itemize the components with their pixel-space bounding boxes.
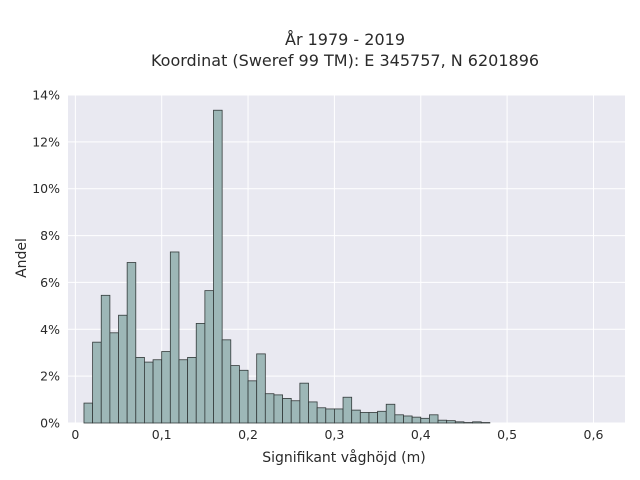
histogram-bar xyxy=(325,408,335,424)
histogram-bar xyxy=(377,410,387,424)
y-tick-label: 14% xyxy=(32,88,60,103)
histogram-bar xyxy=(247,380,258,424)
histogram-bar xyxy=(256,353,266,424)
histogram-bar xyxy=(239,369,249,424)
histogram-bar xyxy=(273,394,283,424)
bars xyxy=(83,109,491,424)
histogram-bar xyxy=(264,393,275,424)
y-tick-label: 8% xyxy=(40,228,60,243)
histogram-bar xyxy=(334,408,344,424)
histogram-bar xyxy=(282,397,292,424)
chart-title-line2: Koordinat (Sweref 99 TM): E 345757, N 62… xyxy=(151,51,539,70)
histogram-bar xyxy=(187,356,197,424)
y-tick-label: 4% xyxy=(40,322,60,337)
y-tick-label: 12% xyxy=(32,134,60,149)
x-tick-label: 0,1 xyxy=(152,427,172,442)
histogram-bar xyxy=(299,382,309,424)
x-tick-label: 0,5 xyxy=(497,427,517,442)
chart-title-line1: År 1979 - 2019 xyxy=(285,30,405,49)
histogram-bar xyxy=(342,396,353,424)
histogram-bar xyxy=(308,401,318,424)
x-tick-label: 0 xyxy=(71,427,79,442)
histogram-bar xyxy=(368,412,378,424)
histogram-bar xyxy=(394,414,404,424)
histogram-bar xyxy=(109,332,119,424)
histogram-bar xyxy=(92,341,102,424)
histogram-bar xyxy=(152,359,163,424)
histogram-bar xyxy=(135,356,145,424)
histogram-bar xyxy=(446,420,456,424)
y-tick-label: 6% xyxy=(40,275,60,290)
histogram-bar xyxy=(100,294,111,424)
x-tick-label: 0,4 xyxy=(411,427,431,442)
histogram-bar xyxy=(126,262,137,424)
histogram-bar xyxy=(195,323,206,424)
x-tick-label: 0,6 xyxy=(584,427,604,442)
y-tick-label: 0% xyxy=(40,416,60,431)
histogram-bar xyxy=(144,361,154,424)
histogram-bar xyxy=(385,403,396,424)
histogram-bar xyxy=(429,414,439,424)
y-tick-label: 10% xyxy=(32,181,60,196)
histogram-bar xyxy=(161,351,171,424)
histogram-bar xyxy=(213,109,223,424)
histogram-bar xyxy=(472,421,482,424)
histogram-bar xyxy=(411,416,422,424)
histogram-bar xyxy=(403,415,413,424)
histogram-bar xyxy=(221,339,232,424)
x-axis-label: Signifikant våghöjd (m) xyxy=(262,449,425,466)
y-axis-label: Andel xyxy=(14,238,30,278)
x-tick-label: 0,2 xyxy=(238,427,258,442)
histogram-bar xyxy=(118,314,128,424)
histogram-bar xyxy=(454,421,465,424)
histogram-bar xyxy=(230,365,240,424)
histogram-bar xyxy=(83,402,94,424)
histogram-bar xyxy=(437,419,448,424)
tick-labels: 0% 2% 4% 6% 8% 10% 12% 14% 0 0,1 0,2 0,3 0,4 0,5 0,6 xyxy=(32,88,603,443)
histogram-bar xyxy=(178,359,189,424)
histogram-bar xyxy=(351,409,361,424)
histogram-bar xyxy=(359,412,370,424)
x-tick-label: 0,3 xyxy=(324,427,344,442)
gridlines xyxy=(68,94,625,424)
histogram-bar xyxy=(420,417,430,424)
y-tick-label: 2% xyxy=(40,369,60,384)
histogram-bar xyxy=(316,407,327,424)
histogram-bar xyxy=(204,290,214,424)
histogram-bar xyxy=(290,400,301,424)
histogram-bar xyxy=(169,251,180,424)
